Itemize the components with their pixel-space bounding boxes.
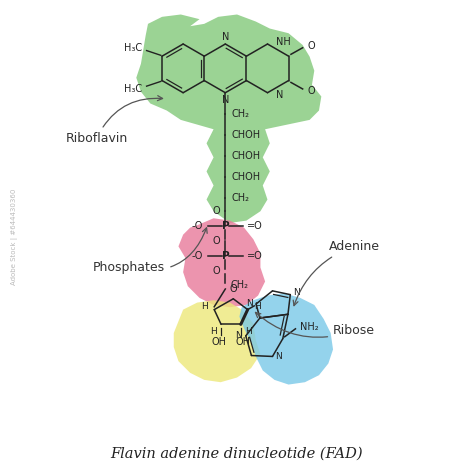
Text: N: N bbox=[275, 352, 282, 361]
Text: H₃C: H₃C bbox=[124, 83, 142, 93]
Text: H: H bbox=[246, 327, 252, 336]
Text: H: H bbox=[254, 302, 261, 311]
Text: OH: OH bbox=[211, 337, 226, 347]
Text: O: O bbox=[307, 86, 315, 96]
Text: OH: OH bbox=[236, 337, 251, 347]
Text: Ribose: Ribose bbox=[255, 312, 375, 337]
Text: N: N bbox=[246, 300, 253, 309]
Polygon shape bbox=[137, 15, 321, 223]
Text: N: N bbox=[222, 95, 229, 105]
Polygon shape bbox=[174, 300, 260, 382]
Text: N: N bbox=[276, 90, 283, 100]
Text: Riboflavin: Riboflavin bbox=[65, 96, 163, 145]
Text: CH₂: CH₂ bbox=[231, 109, 249, 119]
Text: O: O bbox=[307, 41, 315, 51]
Text: =O: =O bbox=[247, 251, 263, 261]
Text: H: H bbox=[210, 327, 217, 336]
Text: CHOH: CHOH bbox=[231, 130, 261, 140]
Text: O: O bbox=[212, 206, 219, 216]
Text: NH₂: NH₂ bbox=[300, 322, 318, 332]
Text: =O: =O bbox=[247, 221, 263, 231]
Text: P: P bbox=[221, 251, 229, 261]
Text: P: P bbox=[221, 221, 229, 231]
Polygon shape bbox=[178, 218, 265, 307]
Text: -O: -O bbox=[192, 221, 203, 231]
Text: Adenine: Adenine bbox=[293, 240, 380, 306]
Text: Flavin adenine dinucleotide (FAD): Flavin adenine dinucleotide (FAD) bbox=[111, 447, 363, 460]
Text: CHOH: CHOH bbox=[231, 151, 261, 161]
Text: N: N bbox=[235, 331, 242, 340]
Text: N: N bbox=[293, 288, 300, 297]
Text: NH: NH bbox=[276, 36, 291, 46]
Text: O: O bbox=[212, 266, 219, 276]
Text: O: O bbox=[229, 284, 237, 294]
Text: O: O bbox=[212, 236, 219, 246]
Text: Phosphates: Phosphates bbox=[93, 228, 207, 274]
Text: CH₂: CH₂ bbox=[231, 193, 249, 203]
Text: CHOH: CHOH bbox=[231, 172, 261, 182]
Text: Adobe Stock | #644430360: Adobe Stock | #644430360 bbox=[11, 189, 18, 285]
Text: H: H bbox=[201, 302, 208, 311]
Text: -O: -O bbox=[192, 251, 203, 261]
Text: CH₂: CH₂ bbox=[231, 280, 249, 290]
Polygon shape bbox=[239, 293, 333, 384]
Text: H₃C: H₃C bbox=[124, 43, 142, 53]
Text: N: N bbox=[222, 32, 229, 42]
